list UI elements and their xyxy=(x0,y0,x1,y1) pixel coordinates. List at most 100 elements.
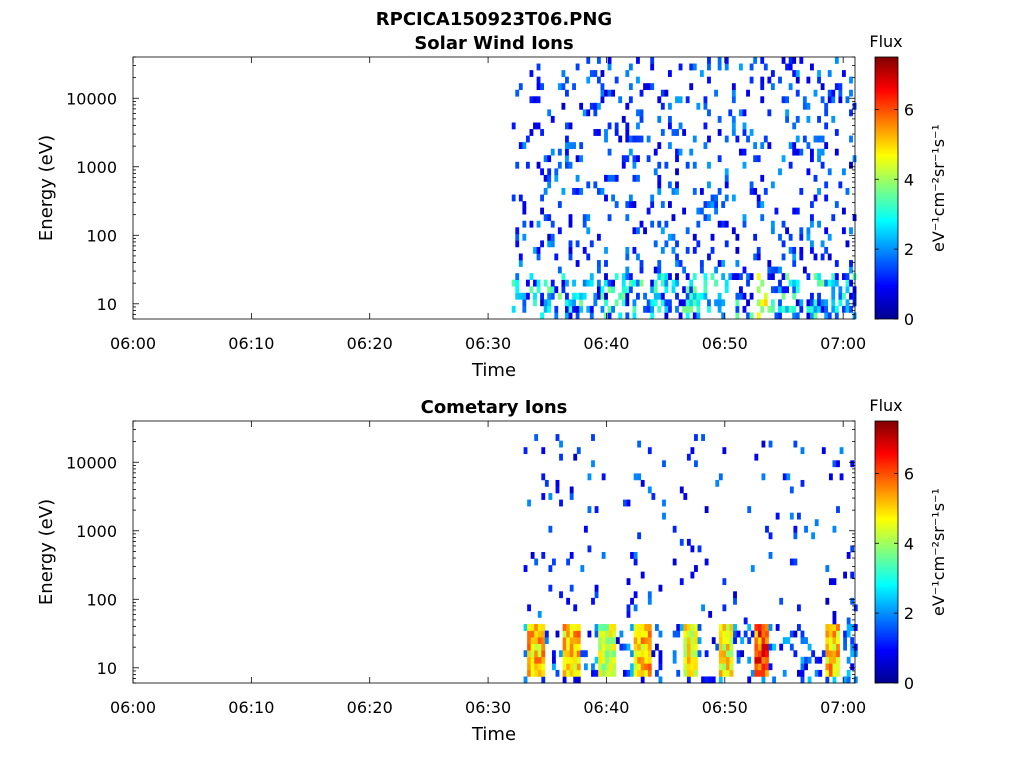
heatmap-cell xyxy=(525,279,530,287)
heatmap-cell xyxy=(547,233,552,241)
heatmap-cell xyxy=(534,624,539,631)
heatmap-cell xyxy=(707,63,711,71)
heatmap-cell xyxy=(810,299,814,307)
heatmap-cell xyxy=(845,299,850,307)
heatmap-cell xyxy=(685,292,690,300)
heatmap-cell xyxy=(692,233,697,241)
heatmap-cell xyxy=(686,630,691,638)
heatmap-cell xyxy=(536,161,541,169)
heatmap-cell xyxy=(696,292,701,300)
heatmap-cell xyxy=(834,57,839,64)
heatmap-cell xyxy=(533,292,537,300)
heatmap-cell xyxy=(746,299,750,307)
heatmap-cell xyxy=(646,299,651,307)
heatmap-cell xyxy=(554,305,559,313)
heatmap-cell xyxy=(619,630,624,638)
heatmap-cell xyxy=(569,669,574,677)
heatmap-cell xyxy=(630,663,634,671)
heatmap-cell xyxy=(586,214,591,222)
heatmap-cell xyxy=(788,63,793,71)
heatmap-cell xyxy=(632,312,637,320)
heatmap-cell xyxy=(672,650,677,658)
heatmap-cell xyxy=(710,233,715,241)
heatmap-cell xyxy=(675,148,679,156)
heatmap-cell xyxy=(667,181,672,189)
heatmap-cell xyxy=(628,148,633,156)
heatmap-cell xyxy=(778,279,782,287)
heatmap-cell xyxy=(607,279,612,287)
heatmap-cell xyxy=(778,266,782,274)
heatmap-cell xyxy=(685,246,690,254)
heatmap-cell xyxy=(756,201,761,208)
heatmap-cell xyxy=(825,637,830,644)
heatmap-cell xyxy=(568,253,573,261)
heatmap-cell xyxy=(722,663,727,671)
heatmap-cell xyxy=(729,643,734,651)
heatmap-cell xyxy=(718,473,723,481)
heatmap-cell xyxy=(686,663,691,671)
heatmap-cell xyxy=(699,188,704,195)
heatmap-cell xyxy=(630,669,634,677)
heatmap-cell xyxy=(683,630,688,638)
heatmap-cell xyxy=(522,292,527,300)
heatmap-cell xyxy=(754,650,759,658)
heatmap-cell xyxy=(760,142,765,149)
heatmap-cell xyxy=(788,83,793,91)
heatmap-cell xyxy=(650,299,655,307)
heatmap-cell xyxy=(675,96,679,104)
heatmap-cell xyxy=(839,473,844,481)
heatmap-cell xyxy=(540,168,545,176)
heatmap-cell xyxy=(647,591,652,599)
heatmap-cell xyxy=(683,656,688,664)
heatmap-cell xyxy=(785,115,790,123)
heatmap-cell xyxy=(813,299,818,307)
heatmap-cell xyxy=(813,273,818,280)
heatmap-cell xyxy=(754,656,759,664)
heatmap-cell xyxy=(740,650,745,658)
heatmap-cell xyxy=(547,181,552,189)
heatmap-cell xyxy=(647,630,652,638)
heatmap-cell xyxy=(601,643,606,651)
heatmap-cell xyxy=(795,115,800,123)
heatmap-cell xyxy=(717,155,722,163)
heatmap-cell xyxy=(729,663,734,671)
heatmap-cell xyxy=(536,122,541,130)
heatmap-cell xyxy=(636,57,640,64)
heatmap-cell xyxy=(761,637,766,644)
heatmap-cell xyxy=(834,201,839,208)
heatmap-cell xyxy=(686,453,691,461)
heatmap-cell xyxy=(639,115,644,123)
heatmap-cell xyxy=(576,663,581,671)
heatmap-cell xyxy=(644,656,649,664)
heatmap-cell xyxy=(601,624,606,631)
heatmap-cell xyxy=(536,220,541,228)
heatmap-cell xyxy=(547,109,552,117)
heatmap-cell xyxy=(832,650,837,658)
heatmap-cell xyxy=(541,656,546,664)
heatmap-cell xyxy=(607,305,612,313)
heatmap-cell xyxy=(534,669,539,677)
heatmap-cell xyxy=(607,312,612,320)
heatmap-cell xyxy=(657,115,662,123)
heatmap-cell xyxy=(671,188,676,195)
heatmap-cell xyxy=(849,266,853,274)
heatmap-cell xyxy=(834,129,839,136)
heatmap-cell xyxy=(697,637,702,644)
heatmap-cell xyxy=(566,558,571,566)
heatmap-cell xyxy=(547,214,552,222)
heatmap-cell xyxy=(828,637,833,644)
heatmap-cell xyxy=(640,571,645,579)
heatmap-cell xyxy=(757,643,762,651)
heatmap-cell xyxy=(644,669,649,677)
heatmap-cell xyxy=(554,174,559,182)
colorbar-units: eV⁻¹cm⁻²sr⁻¹s⁻¹ xyxy=(929,488,948,616)
heatmap-cell xyxy=(664,286,669,294)
heatmap-cell xyxy=(778,168,782,176)
heatmap-cell xyxy=(685,273,690,280)
heatmap-cell xyxy=(658,663,663,671)
heatmap-cell xyxy=(838,292,843,300)
heatmap-cell xyxy=(761,473,766,481)
heatmap-cell xyxy=(806,227,811,235)
heatmap-cell xyxy=(703,122,708,130)
heatmap-cell xyxy=(685,305,690,313)
